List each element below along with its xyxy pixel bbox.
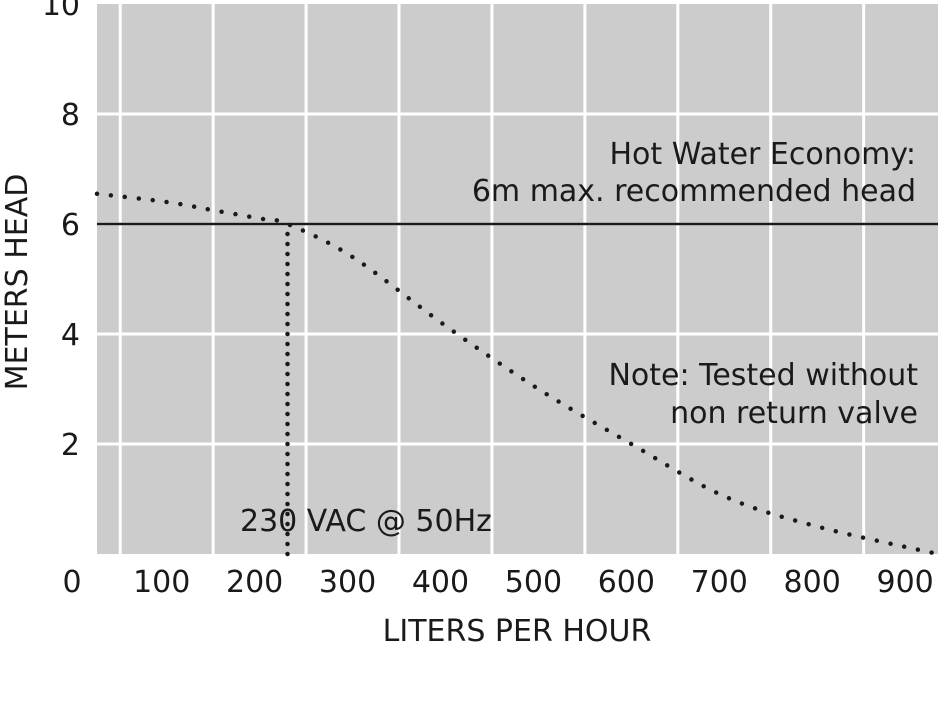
y-axis-label: METERS HEAD — [0, 174, 35, 391]
annotation-note-line-2: non return valve — [670, 396, 918, 431]
annotation-voltage: 230 VAC @ 50Hz — [240, 504, 492, 539]
x-tick-label: 300 — [319, 565, 376, 600]
series — [94, 191, 940, 557]
annotation-hot-water-line-2: 6m max. recommended head — [472, 174, 916, 209]
reference-lines — [97, 221, 938, 557]
y-axis-ticks: 2 4 6 8 10 — [42, 0, 80, 463]
y-tick-label: 4 — [61, 318, 80, 353]
x-tick-label: 400 — [412, 565, 469, 600]
x-tick-label: 900 — [876, 565, 933, 600]
x-tick-label: 100 — [133, 565, 190, 600]
x-axis-ticks: 100 200 300 400 500 600 700 800 900 — [133, 565, 934, 600]
x-tick-label: 700 — [691, 565, 748, 600]
annotation-hot-water: Hot Water Economy: 6m max. recommended h… — [472, 137, 916, 209]
y-tick-label: 8 — [61, 98, 80, 133]
annotation-hot-water-line-1: Hot Water Economy: — [609, 137, 916, 172]
origin-tick-label: 0 — [62, 565, 81, 600]
annotation-voltage-line-1: 230 VAC @ 50Hz — [240, 504, 492, 539]
y-tick-label: 10 — [42, 0, 80, 23]
pump-curve-line — [94, 191, 940, 557]
x-axis-label: LITERS PER HOUR — [383, 614, 652, 649]
x-tick-label: 800 — [784, 565, 841, 600]
y-tick-label: 6 — [61, 208, 80, 243]
x-tick-label: 200 — [226, 565, 283, 600]
annotation-note-line-1: Note: Tested without — [608, 358, 918, 393]
y-tick-label: 2 — [61, 428, 80, 463]
plot-area — [97, 4, 938, 554]
annotation-note: Note: Tested without non return valve — [608, 358, 918, 431]
x-tick-label: 600 — [598, 565, 655, 600]
x-tick-label: 500 — [505, 565, 562, 600]
